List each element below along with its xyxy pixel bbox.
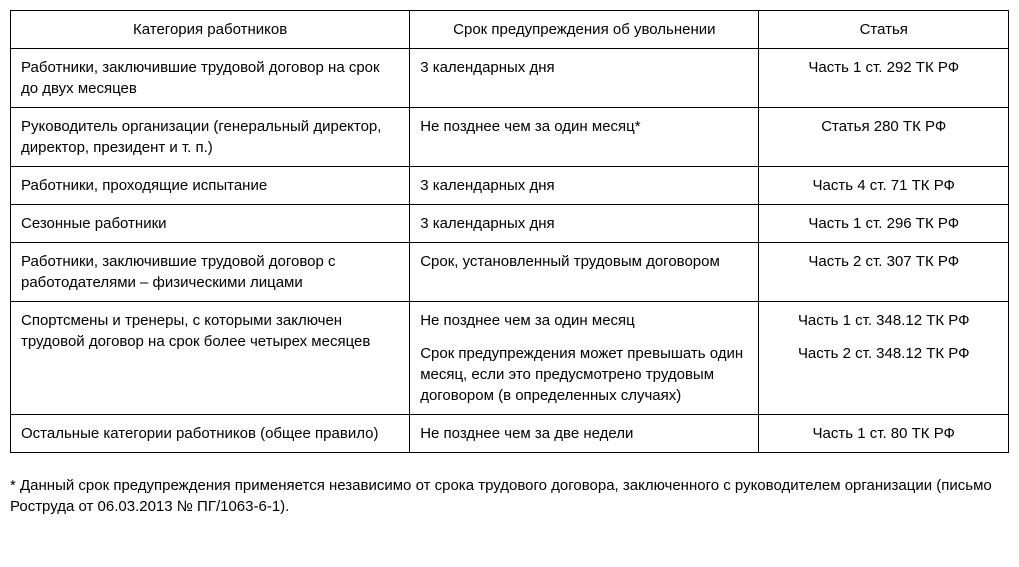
cell-term: Не позднее чем за один месяц* [410, 108, 759, 167]
cell-term: Не позднее чем за один месяц Срок предуп… [410, 302, 759, 415]
table-row: Руководитель организации (генеральный ди… [11, 108, 1009, 167]
cell-article: Часть 4 ст. 71 ТК РФ [759, 167, 1009, 205]
cell-category: Руководитель организации (генеральный ди… [11, 108, 410, 167]
cell-term: 3 календарных дня [410, 167, 759, 205]
dismissal-terms-table: Категория работников Срок предупреждения… [10, 10, 1009, 453]
cell-article: Часть 1 ст. 296 ТК РФ [759, 205, 1009, 243]
cell-article: Часть 1 ст. 292 ТК РФ [759, 49, 1009, 108]
header-term: Срок предупреждения об увольнении [410, 11, 759, 49]
table-row: Остальные категории работников (общее пр… [11, 415, 1009, 453]
cell-article: Часть 2 ст. 307 ТК РФ [759, 243, 1009, 302]
cell-category: Работники, проходящие испытание [11, 167, 410, 205]
cell-term: 3 календарных дня [410, 205, 759, 243]
footnote-text: * Данный срок предупреждения применяется… [10, 475, 1009, 517]
term-block-2: Срок предупреждения может превышать один… [420, 343, 748, 406]
table-header-row: Категория работников Срок предупреждения… [11, 11, 1009, 49]
header-article: Статья [759, 11, 1009, 49]
table-row: Работники, заключившие трудовой договор … [11, 243, 1009, 302]
term-block-1: Не позднее чем за один месяц [420, 310, 748, 331]
article-block-1: Часть 1 ст. 348.12 ТК РФ [769, 310, 998, 331]
cell-category: Остальные категории работников (общее пр… [11, 415, 410, 453]
table-row: Спортсмены и тренеры, с которыми заключе… [11, 302, 1009, 415]
cell-category: Сезонные работники [11, 205, 410, 243]
cell-category: Спортсмены и тренеры, с которыми заключе… [11, 302, 410, 415]
header-category: Категория работников [11, 11, 410, 49]
cell-article: Часть 1 ст. 80 ТК РФ [759, 415, 1009, 453]
table-row: Работники, заключившие трудовой договор … [11, 49, 1009, 108]
article-block-2: Часть 2 ст. 348.12 ТК РФ [769, 343, 998, 364]
cell-article: Часть 1 ст. 348.12 ТК РФ Часть 2 ст. 348… [759, 302, 1009, 415]
table-row: Работники, проходящие испытание 3 календ… [11, 167, 1009, 205]
table-row: Сезонные работники 3 календарных дня Час… [11, 205, 1009, 243]
cell-term: 3 календарных дня [410, 49, 759, 108]
cell-category: Работники, заключившие трудовой договор … [11, 49, 410, 108]
cell-term: Не позднее чем за две недели [410, 415, 759, 453]
cell-article: Статья 280 ТК РФ [759, 108, 1009, 167]
cell-category: Работники, заключившие трудовой договор … [11, 243, 410, 302]
cell-term: Срок, установленный трудовым договором [410, 243, 759, 302]
